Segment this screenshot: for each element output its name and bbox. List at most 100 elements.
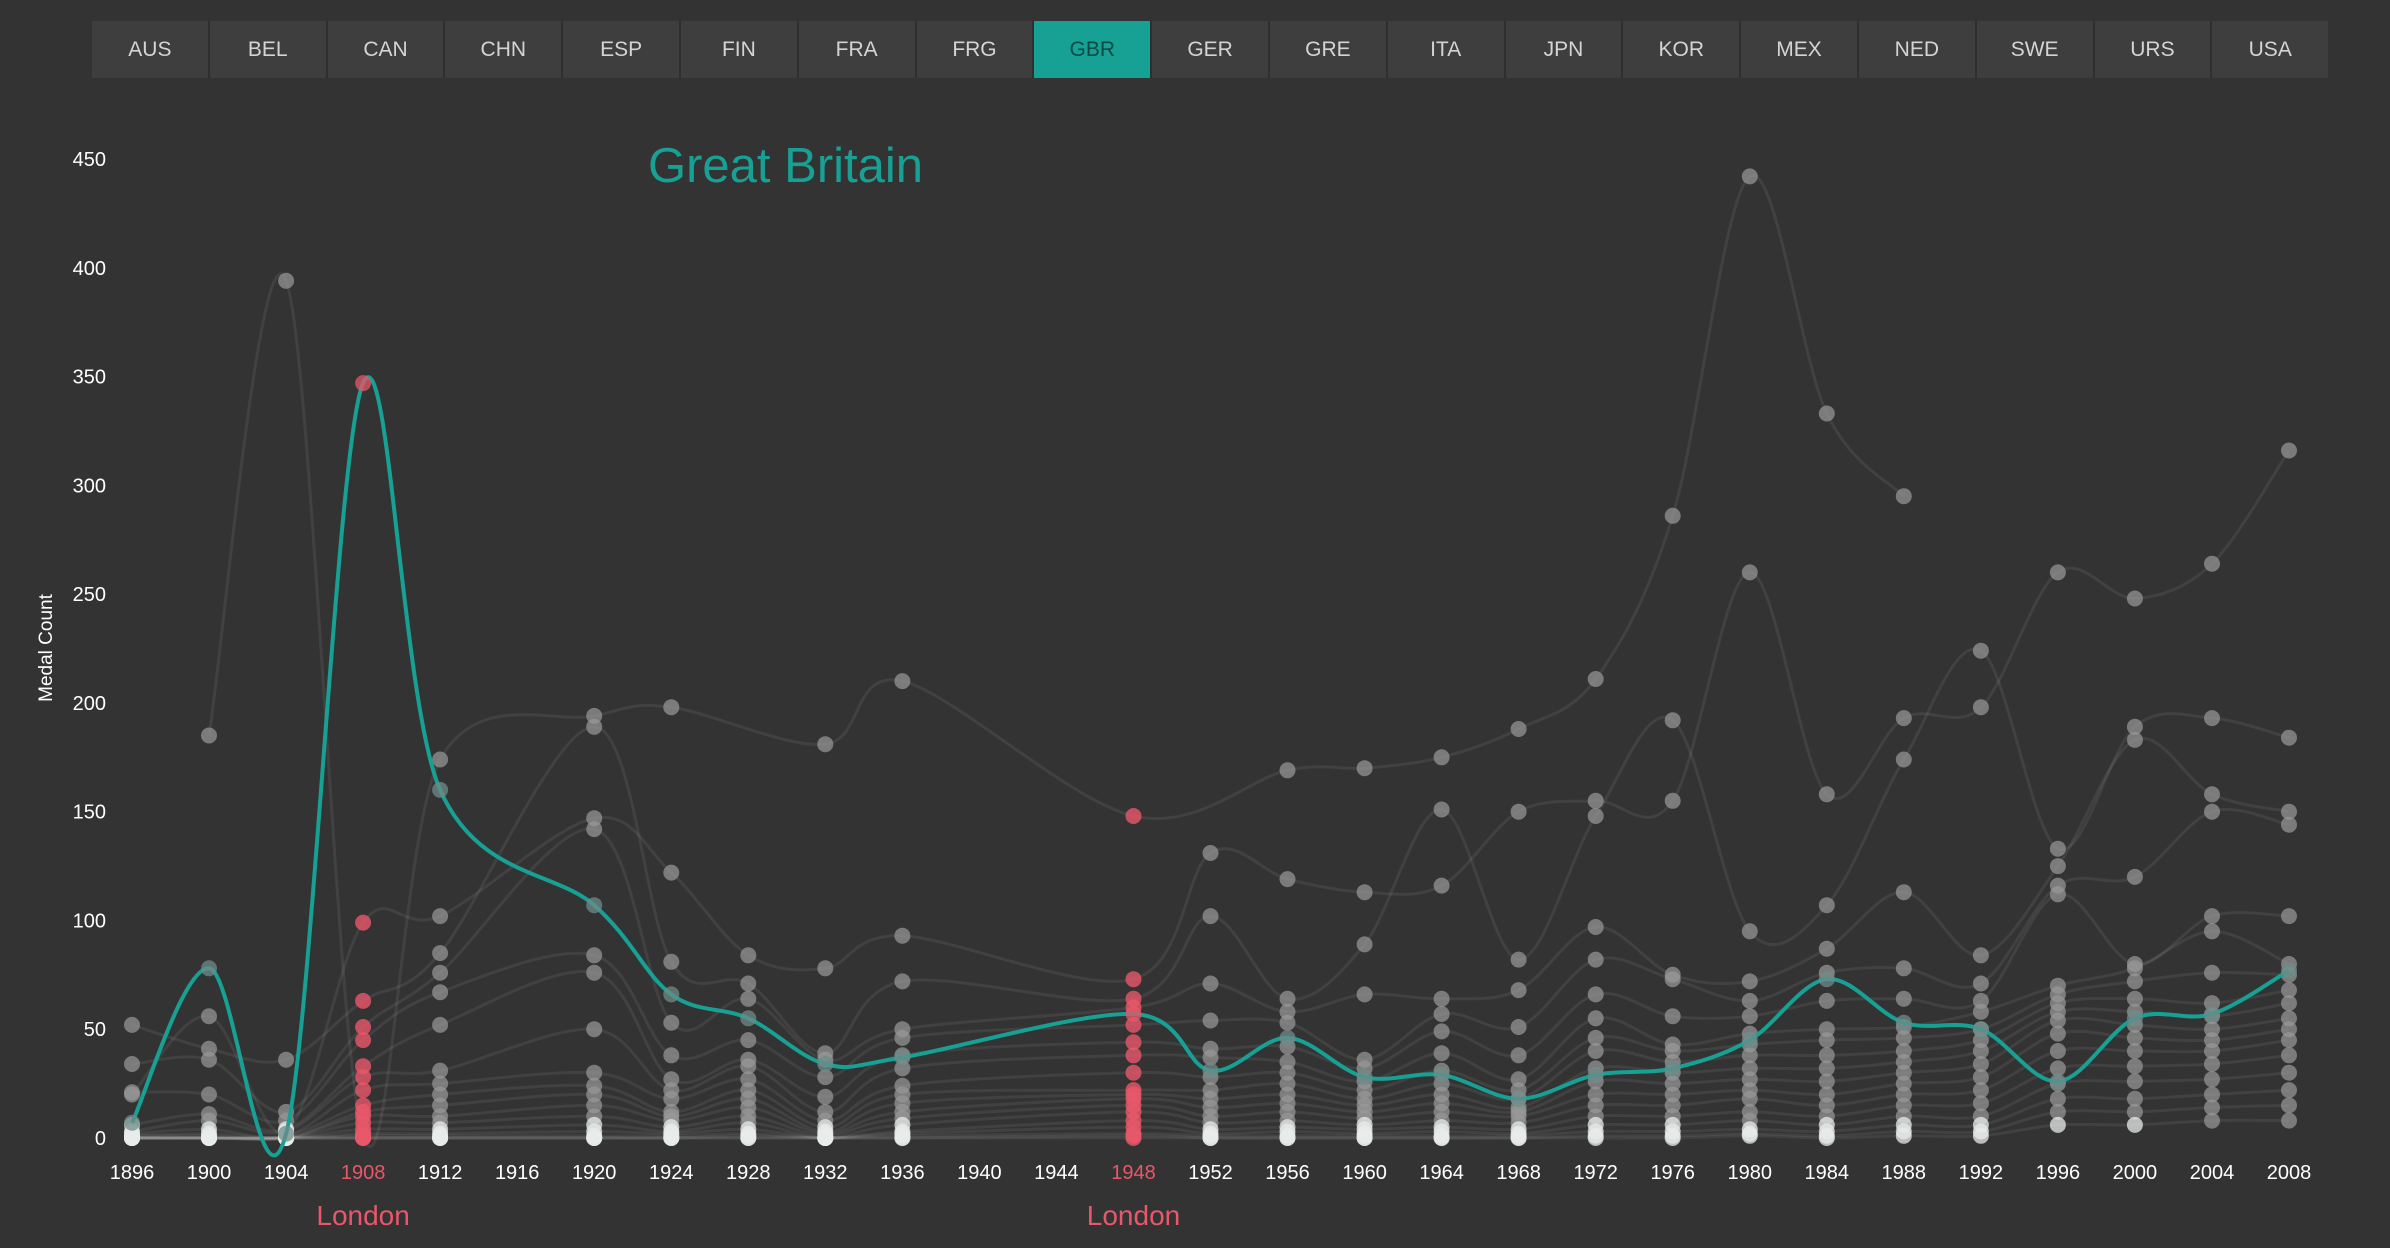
data-point[interactable]: [1972, 1095, 1989, 1112]
data-point[interactable]: [894, 1029, 911, 1046]
data-point[interactable]: [2204, 1086, 2220, 1103]
data-point[interactable]: [432, 964, 449, 981]
data-point[interactable]: [201, 1086, 217, 1103]
data-point[interactable]: [1587, 951, 1604, 968]
data-point[interactable]: [1433, 1045, 1450, 1062]
data-point[interactable]: [1818, 1032, 1835, 1049]
data-point[interactable]: [1356, 884, 1373, 901]
data-point[interactable]: [1972, 947, 1989, 964]
data-point[interactable]: [1741, 992, 1758, 1009]
data-point[interactable]: [2204, 964, 2220, 981]
data-point[interactable]: [2281, 1064, 2297, 1081]
data-point[interactable]: [894, 973, 911, 990]
data-point[interactable]: [1741, 564, 1758, 581]
data-point[interactable]: [1202, 908, 1219, 925]
data-point[interactable]: [1279, 871, 1296, 888]
data-point[interactable]: [1433, 877, 1450, 894]
tab-gbr[interactable]: GBR: [1034, 21, 1153, 78]
highlight-data-point[interactable]: [355, 375, 372, 392]
data-point[interactable]: [2281, 908, 2297, 925]
data-point[interactable]: [740, 1032, 757, 1049]
data-point[interactable]: [2281, 816, 2297, 833]
data-point[interactable]: [124, 1084, 140, 1101]
data-point[interactable]: [124, 1056, 140, 1072]
data-point[interactable]: [2126, 973, 2143, 990]
data-point[interactable]: [2126, 960, 2143, 977]
data-point[interactable]: [1972, 1069, 1989, 1086]
data-point[interactable]: [2126, 1116, 2143, 1133]
data-point[interactable]: [2126, 718, 2143, 735]
data-point[interactable]: [1818, 405, 1835, 422]
data-point[interactable]: [586, 1021, 603, 1038]
data-point[interactable]: [2049, 1060, 2066, 1077]
data-point[interactable]: [1587, 919, 1604, 935]
data-point[interactable]: [1433, 749, 1450, 766]
highlight-data-point[interactable]: [1279, 1029, 1296, 1046]
highlight-data-point[interactable]: [1741, 1032, 1758, 1049]
data-point[interactable]: [2204, 908, 2220, 925]
data-point[interactable]: [1587, 808, 1604, 824]
data-point[interactable]: [1818, 1060, 1835, 1077]
tab-urs[interactable]: URS: [2095, 21, 2213, 78]
data-point[interactable]: [817, 736, 834, 753]
data-point[interactable]: [2126, 1043, 2143, 1059]
tab-chn[interactable]: CHN: [445, 21, 564, 78]
data-point[interactable]: [2204, 803, 2220, 820]
data-point[interactable]: [894, 673, 911, 690]
data-point[interactable]: [1587, 986, 1604, 1003]
data-point[interactable]: [1356, 760, 1373, 777]
data-point[interactable]: [894, 927, 911, 944]
tab-esp[interactable]: ESP: [563, 21, 681, 78]
data-point[interactable]: [1433, 1023, 1450, 1040]
tab-ger[interactable]: GER: [1152, 21, 1270, 78]
tab-gre[interactable]: GRE: [1270, 21, 1388, 78]
data-point[interactable]: [1510, 982, 1527, 999]
data-point[interactable]: [1587, 671, 1604, 687]
host-data-point[interactable]: [355, 1069, 372, 1086]
data-point[interactable]: [1664, 1130, 1681, 1146]
highlight-data-point[interactable]: [894, 1049, 911, 1066]
highlight-data-point[interactable]: [1125, 1006, 1142, 1022]
data-point[interactable]: [1818, 940, 1835, 957]
data-point[interactable]: [432, 1016, 449, 1033]
data-point[interactable]: [817, 1130, 834, 1146]
host-data-point[interactable]: [355, 992, 372, 1009]
data-point[interactable]: [1895, 710, 1912, 727]
data-point[interactable]: [1741, 923, 1758, 940]
data-point[interactable]: [2204, 710, 2220, 727]
data-point[interactable]: [817, 1069, 834, 1086]
highlight-data-point[interactable]: [663, 986, 680, 1003]
data-point[interactable]: [1356, 936, 1373, 953]
data-point[interactable]: [2049, 1116, 2066, 1133]
tab-swe[interactable]: SWE: [1977, 21, 2095, 78]
data-point[interactable]: [1972, 975, 1989, 992]
data-point[interactable]: [201, 1051, 217, 1068]
data-point[interactable]: [1741, 168, 1758, 185]
data-point[interactable]: [663, 1090, 680, 1107]
data-point[interactable]: [663, 699, 680, 716]
data-point[interactable]: [2049, 840, 2066, 857]
data-point[interactable]: [1741, 973, 1758, 990]
data-point[interactable]: [2204, 1043, 2220, 1059]
highlight-data-point[interactable]: [432, 781, 449, 798]
data-point[interactable]: [2049, 886, 2066, 903]
data-point[interactable]: [2049, 1103, 2066, 1120]
data-point[interactable]: [1510, 721, 1527, 737]
data-point[interactable]: [2049, 1090, 2066, 1107]
data-point[interactable]: [1587, 1029, 1604, 1046]
data-point[interactable]: [1741, 1090, 1758, 1107]
data-point[interactable]: [2049, 1025, 2066, 1042]
data-point[interactable]: [586, 964, 603, 981]
data-point[interactable]: [2126, 868, 2143, 885]
data-point[interactable]: [201, 727, 217, 744]
data-point[interactable]: [1510, 1019, 1527, 1035]
data-point[interactable]: [1202, 1130, 1219, 1146]
data-point[interactable]: [817, 1088, 834, 1105]
data-point[interactable]: [2049, 1043, 2066, 1059]
data-point[interactable]: [2049, 1012, 2066, 1029]
tab-frg[interactable]: FRG: [917, 21, 1035, 78]
data-point[interactable]: [2204, 1056, 2220, 1072]
data-point[interactable]: [2281, 1097, 2297, 1114]
data-point[interactable]: [1202, 1012, 1219, 1029]
data-point[interactable]: [2204, 1071, 2220, 1088]
